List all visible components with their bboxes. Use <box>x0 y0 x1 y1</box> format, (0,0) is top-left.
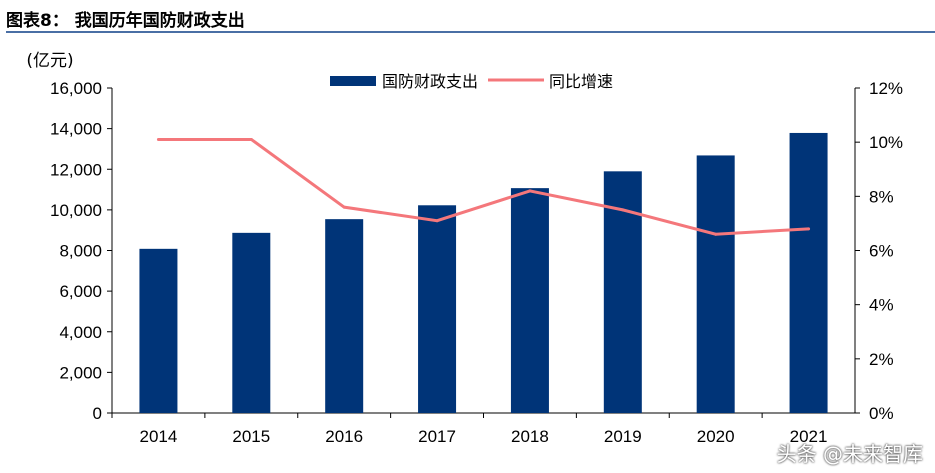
right-tick-label: 12% <box>869 79 903 98</box>
chart-title: 图表8： 我国历年国防财政支出 <box>6 11 245 31</box>
legend-bar-label: 国防财政支出 <box>382 72 478 91</box>
right-tick-label: 6% <box>869 242 894 261</box>
x-tick-label: 2015 <box>232 427 270 446</box>
bar-2019 <box>603 171 642 413</box>
growth-point-2016 <box>342 205 346 209</box>
growth-point-2019 <box>621 208 625 212</box>
left-tick-label: 8,000 <box>59 242 102 261</box>
right-tick-label: 4% <box>869 296 894 315</box>
x-tick-label: 2020 <box>697 427 735 446</box>
x-tick-label: 2021 <box>790 427 828 446</box>
growth-point-2014 <box>156 137 160 141</box>
bar-2015 <box>232 232 271 413</box>
x-tick-label: 2018 <box>511 427 549 446</box>
left-tick-label: 12,000 <box>50 160 102 179</box>
growth-line <box>158 137 809 236</box>
right-tick-label: 8% <box>869 187 894 206</box>
growth-point-2021 <box>807 227 811 231</box>
bar-2016 <box>325 219 364 413</box>
legend-line-label: 同比增速 <box>549 72 613 91</box>
x-tick-label: 2019 <box>604 427 642 446</box>
bar-2020 <box>696 155 735 413</box>
left-tick-label: 14,000 <box>50 120 102 139</box>
left-tick-label: 0 <box>93 404 102 423</box>
growth-point-2020 <box>714 232 718 236</box>
left-tick-label: 4,000 <box>59 323 102 342</box>
x-tick-label: 2014 <box>140 427 178 446</box>
growth-point-2015 <box>249 137 253 141</box>
growth-point-2017 <box>435 219 439 223</box>
left-axis-unit: (亿元) <box>26 51 73 71</box>
right-tick-label: 0% <box>869 404 894 423</box>
bar-2021 <box>789 132 828 413</box>
bar-2014 <box>139 248 178 413</box>
left-tick-label: 10,000 <box>50 201 102 220</box>
right-tick-label: 2% <box>869 350 894 369</box>
left-tick-label: 16,000 <box>50 79 102 98</box>
watermark: 头条 @未来智库 <box>776 442 923 466</box>
x-tick-label: 2017 <box>418 427 456 446</box>
legend-bar-swatch <box>330 76 376 86</box>
right-tick-label: 10% <box>869 133 903 152</box>
left-tick-label: 6,000 <box>59 282 102 301</box>
title-divider <box>6 31 935 33</box>
left-tick-label: 2,000 <box>59 363 102 382</box>
bar-2018 <box>510 188 549 413</box>
bar-2017 <box>418 205 457 413</box>
growth-point-2018 <box>528 189 532 193</box>
x-tick-label: 2016 <box>325 427 363 446</box>
